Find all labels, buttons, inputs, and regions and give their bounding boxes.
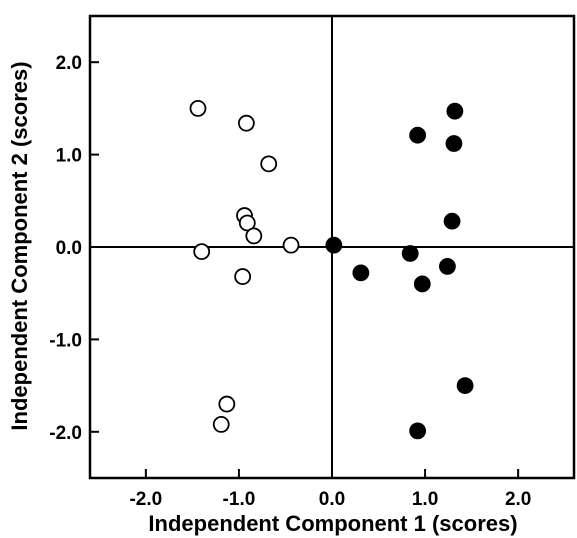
open-circle-point (245, 227, 263, 245)
open-circle-point (218, 395, 236, 413)
filled-circle-point (413, 275, 431, 293)
filled-circle-point (409, 422, 427, 440)
open-circle-point (260, 155, 278, 173)
open-circle-point (212, 416, 230, 433)
filled-circle-point (325, 236, 343, 254)
open-circle-point (238, 214, 256, 232)
open-circle-point (237, 114, 255, 132)
filled-circle-point (443, 212, 461, 230)
y-axis-title: Independent Component 2 (scores) (7, 61, 32, 430)
x-tick-label: 1.0 (412, 489, 438, 510)
x-axis-title: Independent Component 1 (scores) (148, 511, 517, 536)
filled-circle-point (439, 258, 456, 275)
filled-circle-point (352, 264, 370, 282)
open-circle-point (189, 100, 207, 117)
x-tick-label: 0.0 (319, 489, 345, 510)
open-circle-point (282, 236, 300, 254)
data-points (189, 100, 474, 440)
axis-ticks (90, 61, 520, 478)
y-tick-label: 2.0 (56, 53, 82, 74)
open-circle-point (193, 243, 211, 261)
x-tick-label: 2.0 (505, 489, 531, 510)
tick-labels: -2.0 -1.0 0.0 1.0 2.0 -2.0 -1.0 0.0 1.0 2.0 (49, 53, 531, 510)
x-tick-label: -1.0 (223, 489, 256, 510)
filled-circle-point (456, 377, 474, 395)
open-circle-point (234, 268, 252, 285)
y-tick-label: -1.0 (49, 330, 82, 351)
x-tick-label: -2.0 (129, 489, 162, 510)
y-tick-label: 1.0 (56, 146, 82, 167)
filled-circle-point (401, 245, 419, 262)
filled-circle-point (446, 102, 464, 120)
filled-circle-point (445, 135, 463, 152)
y-tick-label: -2.0 (49, 423, 82, 444)
y-tick-label: 0.0 (56, 238, 82, 259)
filled-circle-point (409, 126, 427, 144)
